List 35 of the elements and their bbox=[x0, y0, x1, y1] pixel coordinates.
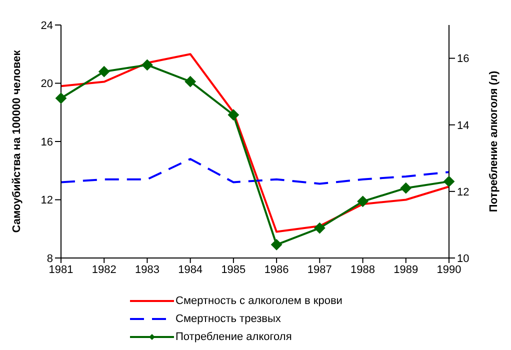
x-tick-label: 1984 bbox=[178, 264, 203, 276]
y-tick-label: 12 bbox=[40, 194, 53, 207]
x-tick-label: 1986 bbox=[264, 264, 289, 276]
point bbox=[56, 92, 66, 104]
point bbox=[271, 239, 282, 250]
point bbox=[400, 182, 412, 194]
y-tick-label: 20 bbox=[40, 78, 53, 90]
point bbox=[228, 109, 239, 120]
y-axis-title: Самоубийства на 100000 человек bbox=[10, 50, 23, 233]
point bbox=[314, 222, 326, 234]
legend-label: Потребление алкоголя bbox=[176, 331, 292, 343]
x-tick-label: 1983 bbox=[134, 264, 160, 276]
point bbox=[444, 176, 454, 187]
y2-tick-label: 16 bbox=[457, 53, 470, 66]
point bbox=[184, 76, 196, 88]
y-tick-label: 8 bbox=[46, 252, 53, 265]
x-tick-label: 1981 bbox=[48, 264, 74, 276]
x-tick-label: 1987 bbox=[307, 264, 332, 276]
y-tick-label: 24 bbox=[40, 20, 53, 32]
y2-tick-label: 10 bbox=[457, 252, 470, 265]
legend-label: Смертность трезвых bbox=[176, 313, 281, 325]
y2-axis-title: Потребление алкоголя (л) bbox=[488, 70, 500, 212]
y2-tick-label: 14 bbox=[457, 120, 470, 132]
point bbox=[357, 196, 368, 207]
x-tick-label: 1982 bbox=[92, 264, 116, 276]
line-series bbox=[60, 158, 450, 185]
y-tick-label: 16 bbox=[40, 136, 53, 148]
x-tick-label: 1985 bbox=[221, 264, 246, 276]
y2-tick-label: 12 bbox=[457, 186, 470, 198]
point bbox=[98, 66, 110, 78]
x-tick-label: 1988 bbox=[350, 264, 376, 276]
legend-label: Смертность с алкоголем в крови bbox=[176, 295, 342, 307]
x-tick-label: 1990 bbox=[436, 264, 462, 276]
point bbox=[142, 59, 153, 70]
x-tick-label: 1989 bbox=[394, 264, 418, 276]
